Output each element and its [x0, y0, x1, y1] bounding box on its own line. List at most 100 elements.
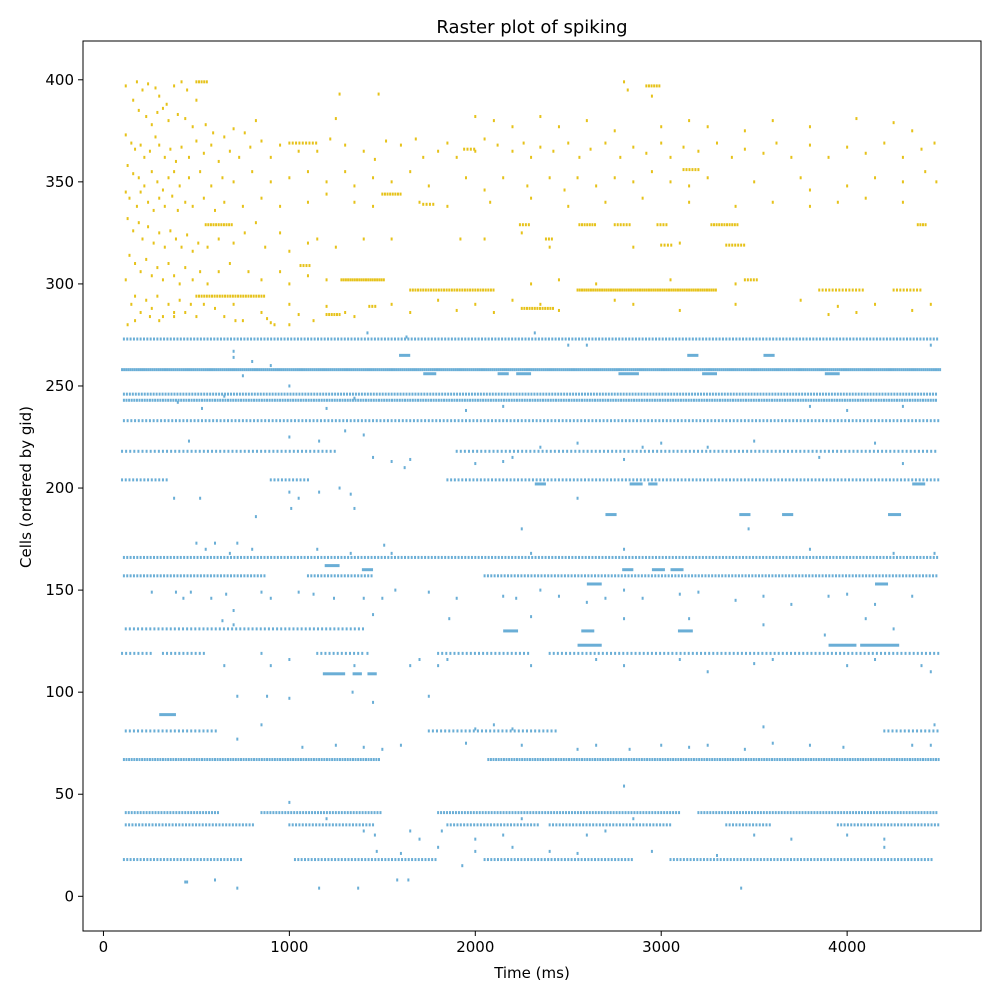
inhibitory-spike: [729, 758, 732, 762]
y-tick-label: 250: [45, 377, 74, 395]
inhibitory-spike: [146, 392, 149, 396]
inhibitory-spike: [308, 627, 311, 631]
inhibitory-spike: [133, 449, 136, 453]
inhibitory-spike: [864, 617, 867, 621]
inhibitory-spike: [926, 392, 929, 396]
inhibitory-spike: [395, 368, 398, 372]
inhibitory-spike: [914, 392, 917, 396]
inhibitory-spike: [903, 478, 906, 482]
inhibitory-spike: [718, 337, 721, 341]
inhibitory-spike: [404, 398, 407, 402]
inhibitory-spike: [557, 478, 560, 482]
inhibitory-spike: [926, 478, 929, 482]
inhibitory-spike: [336, 651, 339, 655]
inhibitory-spike: [822, 337, 825, 341]
inhibitory-spike: [233, 555, 236, 559]
inhibitory-spike: [885, 337, 888, 341]
inhibitory-spike: [530, 823, 533, 827]
inhibitory-spike: [775, 555, 778, 559]
inhibitory-spike: [476, 419, 479, 423]
inhibitory-spike: [247, 368, 250, 372]
inhibitory-spike: [504, 337, 507, 341]
inhibitory-spike: [705, 449, 708, 453]
inhibitory-spike: [446, 811, 449, 815]
inhibitory-spike: [536, 398, 539, 402]
excitatory-spike: [377, 92, 380, 96]
inhibitory-spike: [666, 811, 669, 815]
inhibitory-spike: [131, 368, 134, 372]
inhibitory-spike: [334, 392, 337, 396]
inhibitory-spike: [849, 368, 852, 372]
inhibitory-spike: [800, 368, 803, 372]
inhibitory-spike: [390, 551, 393, 555]
inhibitory-spike: [420, 392, 423, 396]
inhibitory-spike: [858, 574, 861, 578]
inhibitory-spike: [822, 555, 825, 559]
inhibitory-spike: [122, 555, 125, 559]
inhibitory-spike: [729, 858, 732, 862]
inhibitory-spike: [762, 811, 765, 815]
inhibitory-spike: [863, 811, 866, 815]
inhibitory-spike: [492, 758, 495, 762]
x-tick-label: 1000: [270, 938, 308, 956]
inhibitory-spike: [208, 368, 211, 372]
inhibitory-spike: [788, 555, 791, 559]
inhibitory-spike: [618, 811, 621, 815]
inhibitory-spike: [520, 811, 523, 815]
excitatory-spike: [409, 310, 412, 314]
excitatory-spike: [333, 313, 336, 317]
inhibitory-spike: [512, 392, 515, 396]
inhibitory-spike: [325, 817, 328, 821]
inhibitory-spike: [890, 858, 893, 862]
inhibitory-spike: [527, 651, 530, 655]
inhibitory-spike: [193, 858, 196, 862]
inhibitory-spike: [573, 811, 576, 815]
inhibitory-spike: [430, 337, 433, 341]
inhibitory-spike: [497, 555, 500, 559]
inhibitory-spike: [484, 449, 487, 453]
inhibitory-spike: [929, 758, 932, 762]
excitatory-spike: [469, 147, 472, 151]
excitatory-spike: [199, 270, 202, 274]
inhibitory-spike: [390, 460, 393, 464]
inhibitory-spike: [334, 419, 337, 423]
inhibitory-spike: [214, 541, 217, 545]
inhibitory-spike: [453, 419, 456, 423]
inhibitory-spike: [711, 555, 714, 559]
inhibitory-spike: [926, 811, 929, 815]
inhibitory-spike: [284, 398, 287, 402]
inhibitory-spike: [802, 651, 805, 655]
inhibitory-spike: [540, 574, 543, 578]
excitatory-spike: [212, 131, 215, 135]
inhibitory-spike: [295, 823, 298, 827]
inhibitory-spike: [577, 368, 580, 372]
inhibitory-spike: [674, 758, 677, 762]
inhibitory-spike: [476, 729, 479, 733]
inhibitory-spike: [208, 811, 211, 815]
inhibitory-spike: [544, 811, 547, 815]
inhibitory-spike: [601, 368, 604, 372]
inhibitory-spike: [404, 337, 407, 341]
inhibitory-spike: [685, 758, 688, 762]
inhibitory-spike: [830, 398, 833, 402]
inhibitory-spike: [133, 811, 136, 815]
inhibitory-spike: [213, 555, 216, 559]
inhibitory-spike: [485, 392, 488, 396]
excitatory-spike: [697, 168, 700, 172]
inhibitory-spike: [827, 392, 830, 396]
inhibitory-spike: [457, 419, 460, 423]
inhibitory-spike: [269, 478, 272, 482]
inhibitory-spike: [786, 811, 789, 815]
inhibitory-spike: [263, 574, 266, 578]
inhibitory-spike: [366, 368, 369, 372]
inhibitory-spike: [202, 368, 205, 372]
inhibitory-spike: [303, 478, 306, 482]
inhibitory-spike: [135, 398, 138, 402]
inhibitory-spike: [444, 555, 447, 559]
excitatory-spike: [299, 264, 302, 268]
inhibitory-spike: [509, 419, 512, 423]
inhibitory-spike: [166, 449, 169, 453]
inhibitory-spike: [203, 337, 206, 341]
inhibitory-spike: [182, 368, 185, 372]
inhibitory-spike: [508, 811, 511, 815]
